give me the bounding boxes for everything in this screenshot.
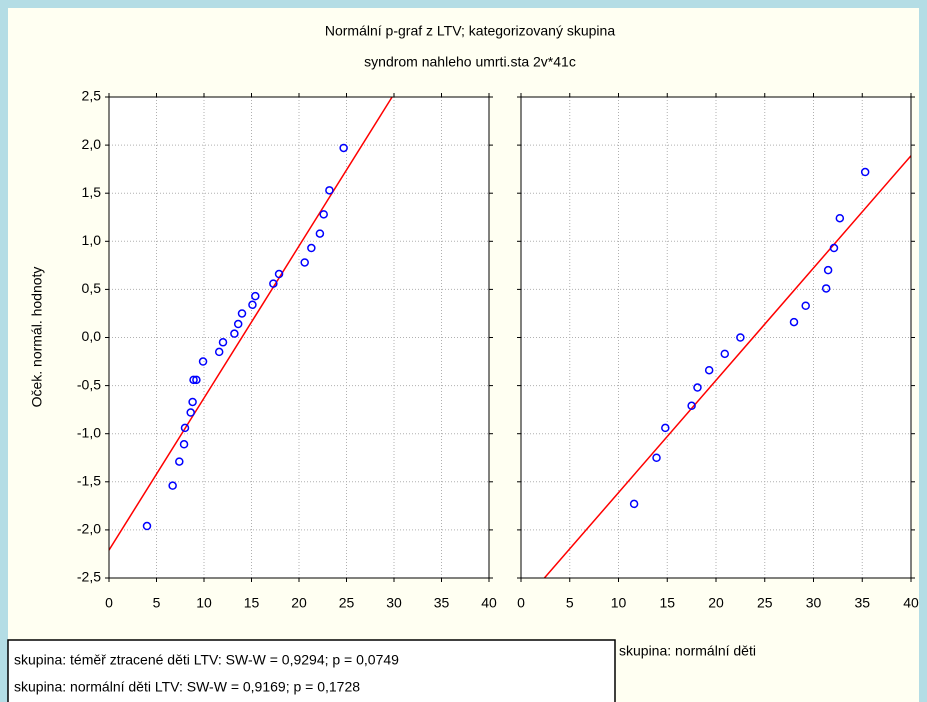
y-tick-label: 1,0 (82, 232, 102, 248)
plots: -2,5 -2,0 -1,5 -1,0 -0,5 0,0 0,5 1,0 1,5 2,0 2,5 0 5… (77, 88, 919, 659)
y-tick-label: -1,5 (77, 473, 101, 489)
fit-line (109, 97, 393, 551)
stats-line: skupina: normální děti LTV: SW-W = 0,916… (14, 679, 360, 695)
point (180, 423, 190, 433)
x-tick-label: 25 (757, 595, 773, 611)
point (274, 269, 284, 279)
x-tick-label: 5 (153, 595, 161, 611)
point (801, 301, 810, 311)
point (652, 453, 661, 462)
point (319, 210, 328, 219)
point (315, 229, 325, 238)
y-tick-label: 2,0 (82, 136, 102, 152)
y-tick-label: 2,5 (82, 88, 102, 104)
y-tick-label: 0,5 (82, 280, 102, 296)
point (230, 329, 239, 338)
x-tick-label: 5 (566, 595, 574, 611)
point (198, 357, 208, 366)
x-tick-label: 20 (291, 595, 307, 611)
x-tick-label: 0 (105, 595, 113, 611)
x-tick-label: 0 (517, 595, 525, 611)
y-tick-label: -0,5 (77, 376, 101, 392)
x-tick-label: 40 (903, 595, 919, 611)
stats-box (7, 639, 616, 702)
point (251, 291, 260, 301)
point (269, 279, 278, 288)
x-tick-label: 15 (244, 595, 260, 611)
point (300, 258, 309, 267)
point (186, 408, 195, 417)
point (325, 186, 334, 195)
point (704, 365, 714, 375)
point (142, 521, 152, 531)
stats-line: skupina: téměř ztracené děti LTV: SW-W =… (14, 652, 399, 668)
point (237, 309, 247, 318)
x-tick-label: 40 (481, 595, 497, 611)
point (179, 440, 189, 449)
point (720, 349, 730, 359)
x-tick-label: 25 (339, 595, 355, 611)
x-tick-label: 15 (659, 595, 675, 611)
x-tick-label: 10 (196, 595, 212, 611)
y-tick-label: 1,5 (82, 184, 102, 200)
y-tick-label: 0,0 (82, 328, 102, 344)
point (218, 338, 228, 347)
chart-title: Normální p-graf z LTV; kategorizovaný sk… (325, 23, 615, 39)
x-axis-label: skupina: normální děti (619, 643, 756, 659)
plot-border (108, 96, 490, 579)
point (823, 265, 833, 275)
point (248, 300, 257, 310)
point (192, 375, 201, 385)
point (687, 401, 696, 411)
point (693, 383, 702, 392)
point (214, 347, 224, 357)
x-tick-label: 30 (806, 595, 822, 611)
point (168, 481, 177, 490)
point (233, 319, 243, 329)
point (629, 499, 639, 509)
point (189, 375, 198, 385)
x-tick-label: 10 (611, 595, 627, 611)
x-tick-label: 20 (708, 595, 724, 611)
point (736, 333, 745, 342)
x-tick-label: 35 (854, 595, 870, 611)
point (175, 457, 184, 466)
point (860, 167, 870, 177)
y-tick-label: -2,5 (77, 569, 101, 585)
point (339, 143, 348, 153)
y-tick-label: -1,0 (77, 424, 101, 440)
plot-border (520, 96, 912, 579)
point (789, 317, 799, 327)
point (835, 213, 845, 223)
point (821, 284, 831, 293)
point (188, 397, 197, 407)
point (829, 243, 839, 253)
fit-line (543, 155, 911, 578)
x-tick-label: 35 (434, 595, 450, 611)
point (307, 243, 316, 253)
y-axis-label: Oček. normál. hodnoty (29, 267, 45, 408)
y-tick-label: -2,0 (77, 521, 101, 537)
chart-subtitle: syndrom nahleho umrti.sta 2v*41c (364, 54, 576, 70)
x-tick-label: 30 (386, 595, 402, 611)
point (661, 423, 670, 433)
